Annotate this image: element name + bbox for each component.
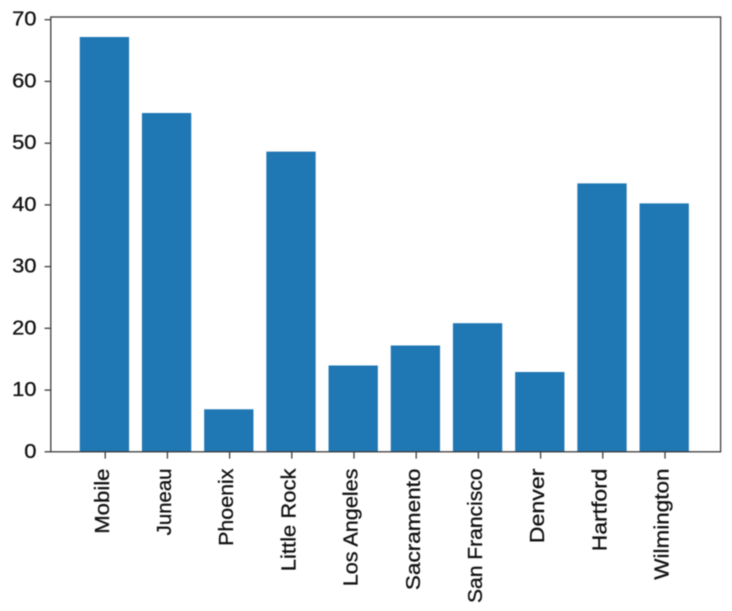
svg-text:Hartford: Hartford: [589, 469, 611, 552]
svg-text:San Francisco: San Francisco: [465, 469, 487, 604]
svg-text:Sacramento: Sacramento: [403, 469, 425, 591]
svg-text:50: 50: [12, 132, 36, 154]
svg-text:Phoenix: Phoenix: [216, 469, 238, 546]
svg-text:0: 0: [24, 441, 36, 463]
svg-text:30: 30: [12, 256, 36, 278]
svg-text:Denver: Denver: [527, 468, 549, 543]
svg-text:Little Rock: Little Rock: [278, 467, 300, 571]
svg-text:40: 40: [12, 194, 36, 216]
svg-text:Juneau: Juneau: [154, 469, 176, 536]
svg-text:20: 20: [12, 317, 36, 339]
svg-text:60: 60: [12, 70, 36, 92]
svg-text:Mobile: Mobile: [92, 469, 114, 534]
svg-text:10: 10: [12, 379, 36, 401]
svg-text:70: 70: [12, 9, 36, 31]
svg-text:Los Angeles: Los Angeles: [341, 469, 363, 587]
svg-text:Wilmington: Wilmington: [652, 469, 674, 580]
